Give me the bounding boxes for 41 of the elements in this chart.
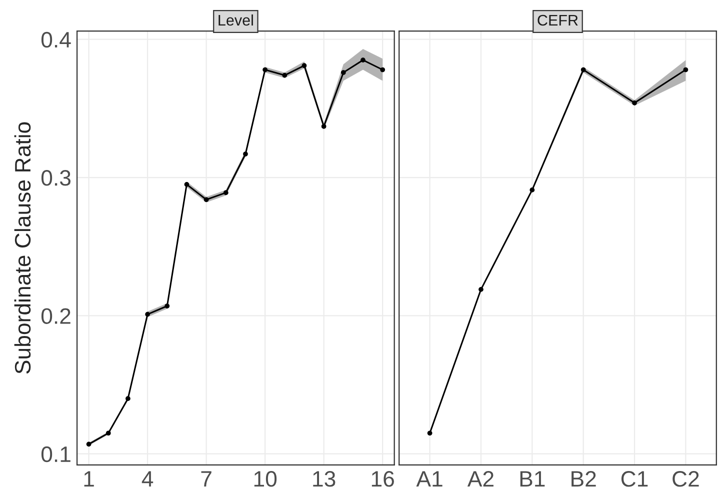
point <box>632 100 637 106</box>
x-tick-label: C2 <box>672 471 699 487</box>
point <box>126 396 130 402</box>
point <box>530 188 535 192</box>
y-tick-label: 0.4 <box>41 32 71 48</box>
point <box>427 430 432 436</box>
point <box>321 124 326 129</box>
point <box>106 430 111 436</box>
point <box>340 70 346 75</box>
x-tick-label: 4 <box>142 471 154 487</box>
point <box>360 58 366 63</box>
point <box>145 312 150 317</box>
point <box>380 67 386 72</box>
point <box>282 72 288 78</box>
y-tick-label: 0.2 <box>41 308 70 324</box>
point <box>223 190 228 196</box>
x-tick-label: 7 <box>201 471 212 487</box>
y-axis-title: Subordinate Clause Ratio <box>14 122 31 374</box>
point <box>164 304 170 308</box>
x-tick-label: 1 <box>84 471 94 487</box>
point <box>184 182 190 187</box>
x-tick-label: B1 <box>520 471 545 487</box>
x-tick-label: 13 <box>313 471 336 487</box>
x-tick-label: C1 <box>621 471 648 487</box>
chart-title: Level <box>218 14 253 26</box>
point <box>243 152 248 156</box>
x-tick-label: A2 <box>467 471 494 487</box>
chart-title: CEFR <box>538 14 578 26</box>
x-tick-label: 16 <box>372 471 394 487</box>
y-tick-label: 0.3 <box>41 170 71 186</box>
point <box>580 67 586 72</box>
point <box>262 67 268 72</box>
point <box>86 442 92 447</box>
x-tick-label: B2 <box>572 471 596 487</box>
x-tick-label: 10 <box>254 471 277 487</box>
point <box>204 197 209 202</box>
point <box>683 67 688 72</box>
point <box>302 63 307 68</box>
y-tick-label: 0.1 <box>41 446 70 462</box>
x-tick-label: A1 <box>416 471 442 487</box>
point <box>478 287 484 292</box>
